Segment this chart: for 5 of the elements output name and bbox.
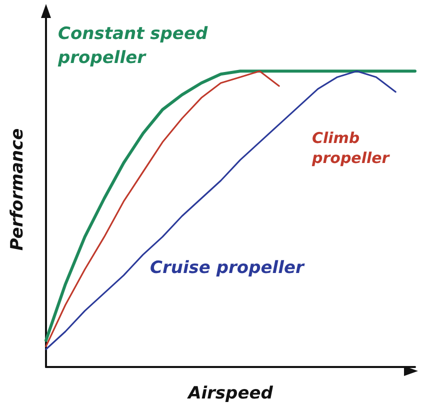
series-label: Cruise propeller [150, 258, 306, 278]
y-axis-title: Performance [8, 128, 28, 251]
series-label: Constant speed propeller [57, 24, 208, 68]
x-axis-title: Airspeed [186, 384, 274, 404]
text: Climb propeller [311, 129, 391, 167]
